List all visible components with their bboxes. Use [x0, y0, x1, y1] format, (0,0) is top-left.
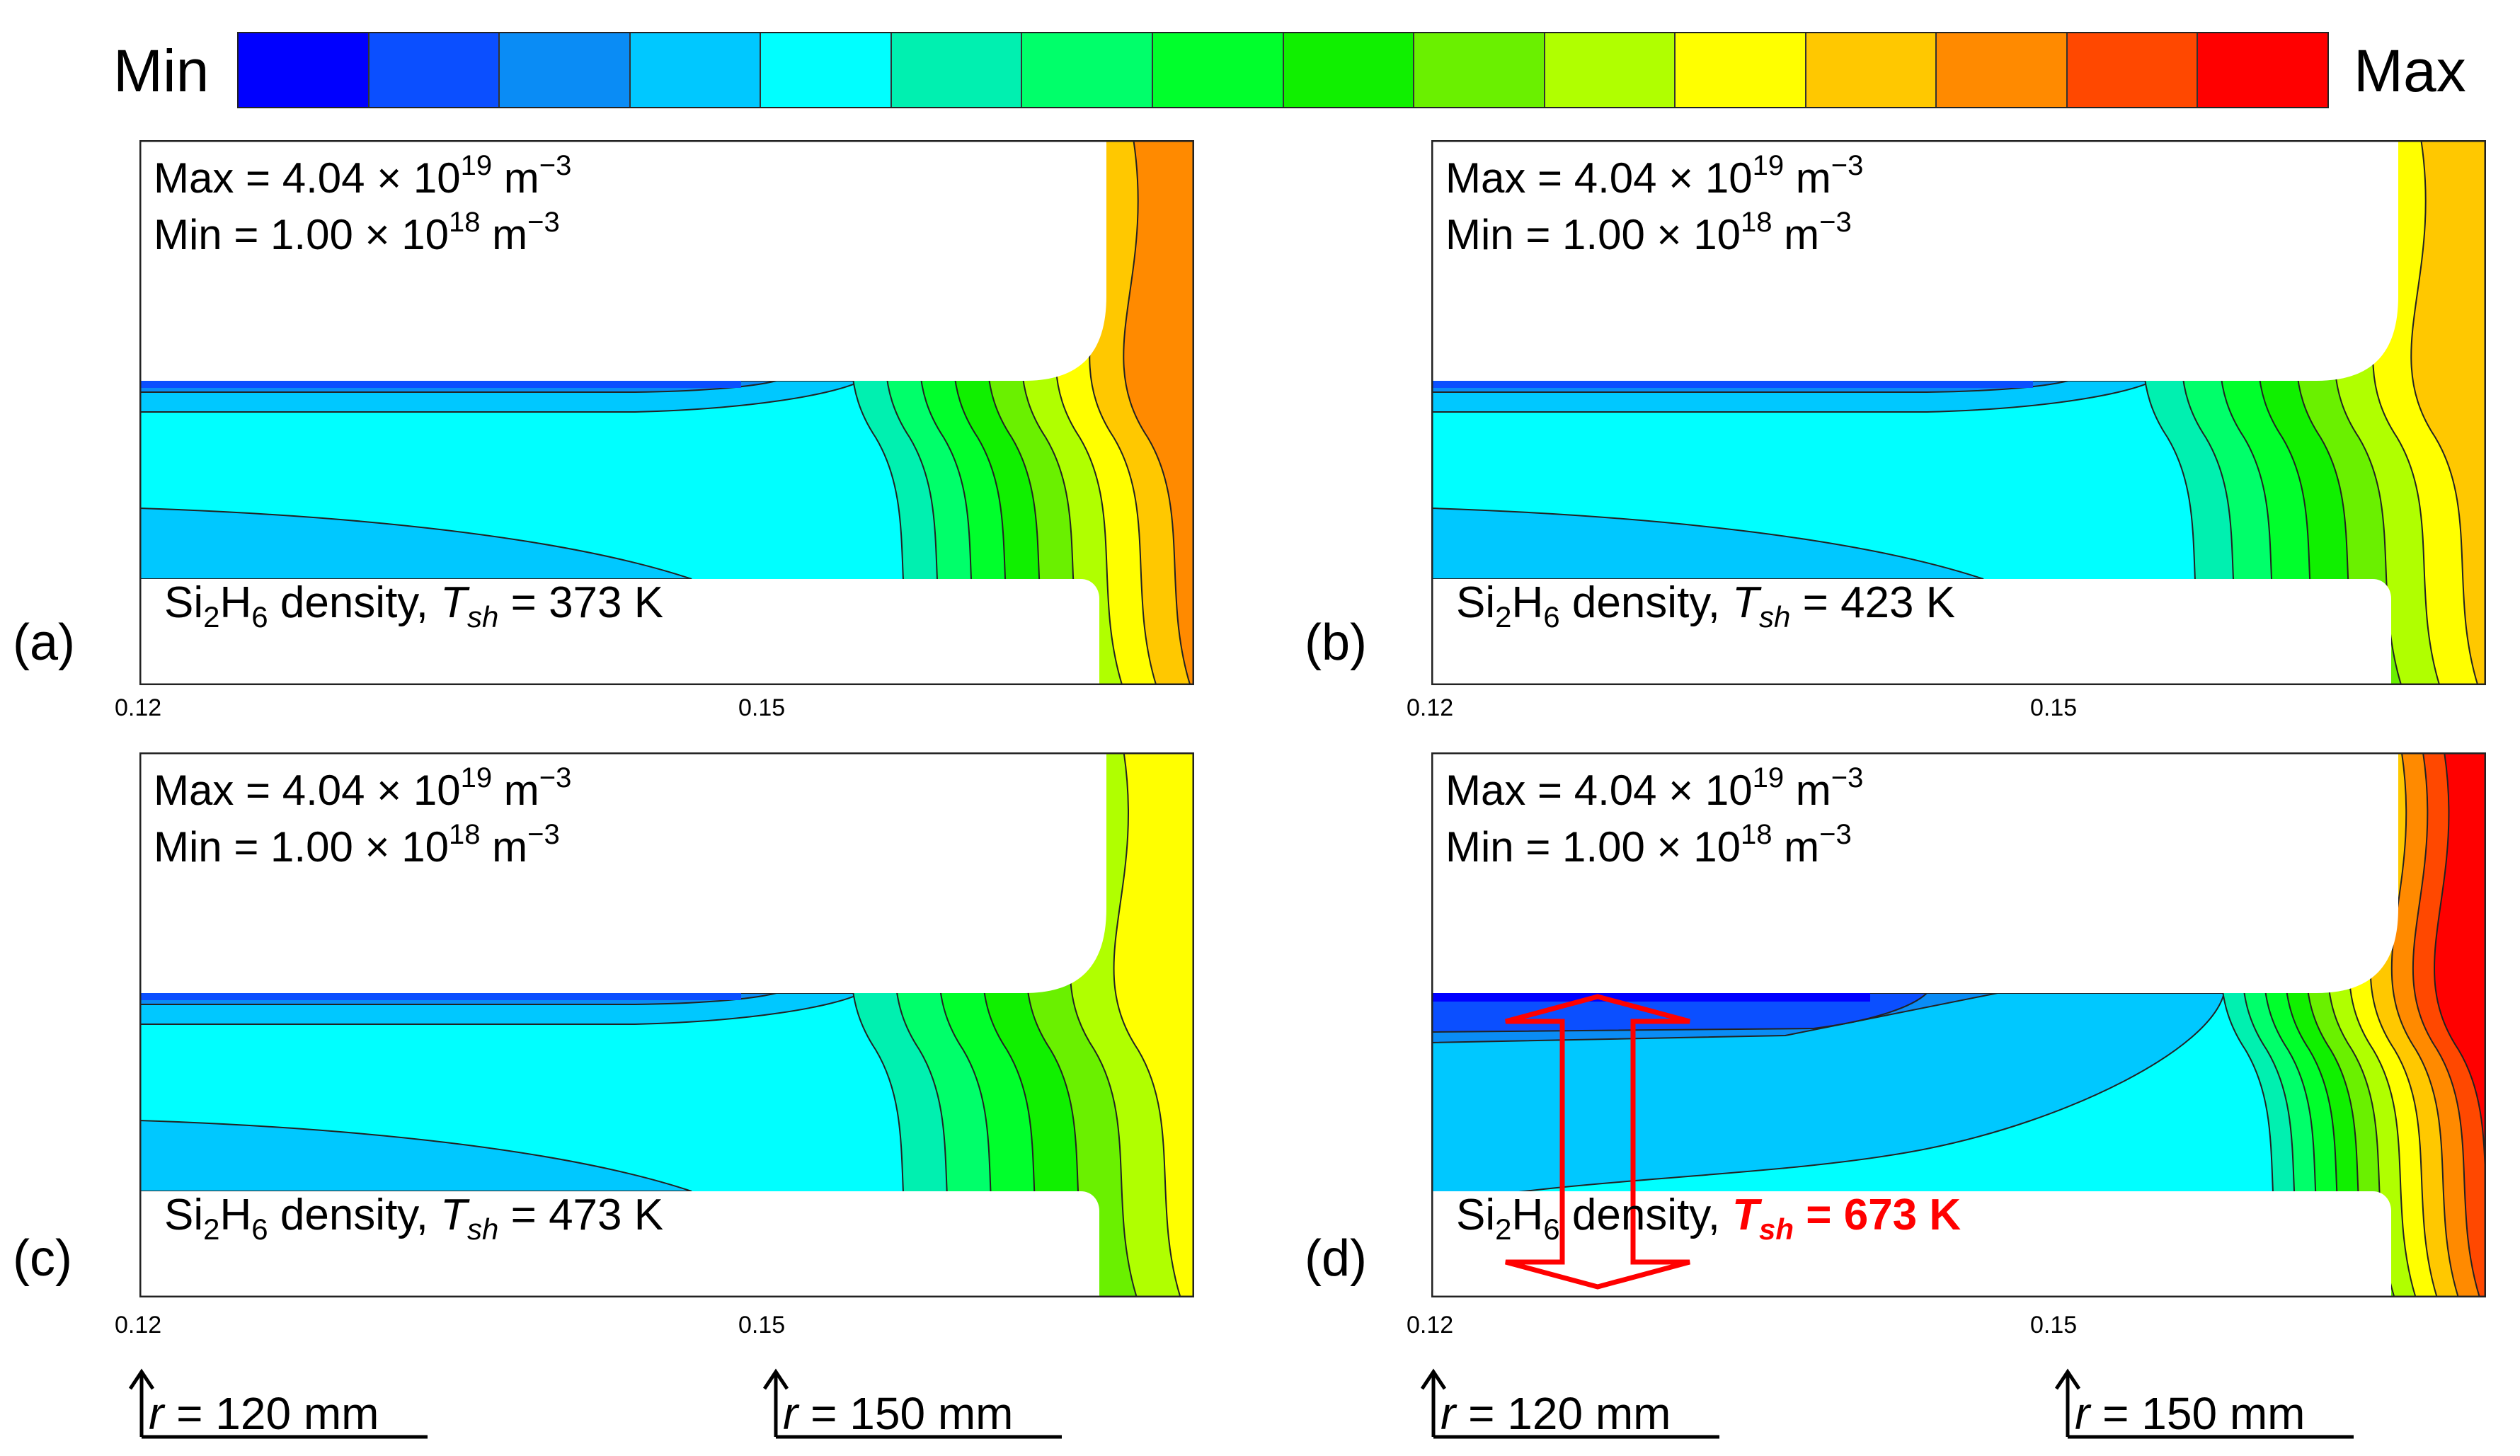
max-value: Max = 4.04 × 1019 m−3 — [1445, 762, 1864, 814]
r-marker-150-left: r = 150 mm — [756, 1366, 1062, 1451]
contour-panel-c: Max = 4.04 × 1019 m−3 Min = 1.00 × 1018 m… — [139, 752, 1194, 1297]
colorbar-segment-13 — [1937, 33, 2068, 107]
colorbar-min-label: Min — [113, 38, 210, 104]
panel-label-c: (c) — [13, 1230, 72, 1287]
tick-label-c-0: 0.12 — [115, 1312, 162, 1339]
colorbar-segment-0 — [239, 33, 370, 107]
panel-caption: Si2H6 density, Tsh = 423 K — [1456, 578, 1956, 634]
max-value: Max = 4.04 × 1019 m−3 — [154, 762, 572, 814]
tick-label-b-1: 0.15 — [2030, 694, 2078, 721]
colorbar-segment-5 — [891, 33, 1023, 107]
r-var: r — [149, 1388, 164, 1439]
r-var: r — [783, 1388, 798, 1439]
colorbar-segment-11 — [1676, 33, 1806, 107]
r-value: = 150 mm — [798, 1388, 1014, 1439]
tick-label-a-1: 0.15 — [738, 694, 786, 721]
max-value: Max = 4.04 × 1019 m−3 — [1445, 150, 1864, 202]
tick-label-c-1: 0.15 — [738, 1312, 786, 1339]
colorbar-segment-7 — [1152, 33, 1284, 107]
min-value: Min = 1.00 × 1018 m−3 — [1445, 819, 1852, 871]
colorbar-segment-2 — [500, 33, 631, 107]
max-value: Max = 4.04 × 1019 m−3 — [154, 150, 572, 202]
min-value: Min = 1.00 × 1018 m−3 — [154, 819, 560, 871]
r-marker-120-left: r = 120 mm — [122, 1366, 428, 1451]
colorbar-segment-12 — [1806, 33, 1937, 107]
r-value: = 150 mm — [2090, 1388, 2306, 1439]
colorbar-segment-8 — [1283, 33, 1415, 107]
r-marker-150-right: r = 150 mm — [2048, 1366, 2354, 1451]
panel-caption: Si2H6 density, Tsh = 473 K — [164, 1191, 664, 1246]
contour-panel-a: Max = 4.04 × 1019 m−3 Min = 1.00 × 1018 m… — [139, 140, 1194, 685]
colorbar-segment-9 — [1414, 33, 1545, 107]
contour-panel-d: Max = 4.04 × 1019 m−3 Min = 1.00 × 1018 m… — [1431, 752, 2486, 1297]
max-min-info: Max = 4.04 × 1019 m−3 Min = 1.00 × 1018 m… — [154, 150, 571, 263]
min-value: Min = 1.00 × 1018 m−3 — [154, 207, 560, 258]
colorbar-segment-3 — [630, 33, 762, 107]
r-value: = 120 mm — [164, 1388, 379, 1439]
colorbar-segment-10 — [1545, 33, 1676, 107]
colorbar-segment-15 — [2198, 33, 2327, 107]
min-value: Min = 1.00 × 1018 m−3 — [1445, 207, 1852, 258]
tick-label-a-0: 0.12 — [115, 694, 162, 721]
panel-label-d: (d) — [1305, 1230, 1367, 1287]
max-min-info: Max = 4.04 × 1019 m−3 Min = 1.00 × 1018 m… — [1445, 150, 1863, 263]
colorbar-segment-1 — [369, 33, 500, 107]
max-min-info: Max = 4.04 × 1019 m−3 Min = 1.00 × 1018 m… — [154, 762, 571, 876]
r-value: = 120 mm — [1455, 1388, 1671, 1439]
tick-label-b-0: 0.12 — [1407, 694, 1454, 721]
colorbar-max-label: Max — [2354, 38, 2466, 104]
colorbar-segment-14 — [2067, 33, 2199, 107]
max-min-info: Max = 4.04 × 1019 m−3 Min = 1.00 × 1018 m… — [1445, 762, 1863, 876]
r-var: r — [1441, 1388, 1456, 1439]
r-marker-120-right: r = 120 mm — [1414, 1366, 1719, 1451]
colorbar — [237, 32, 2329, 108]
contour-plot-svg — [1431, 140, 2486, 685]
tick-label-d-0: 0.12 — [1407, 1312, 1454, 1339]
colorbar-segment-4 — [761, 33, 892, 107]
r-var: r — [2075, 1388, 2090, 1439]
panel-caption: Si2H6 density, Tsh = 673 K — [1456, 1191, 1961, 1246]
contour-plot-svg — [139, 752, 1194, 1297]
panel-label-a: (a) — [13, 614, 75, 671]
panel-caption: Si2H6 density, Tsh = 373 K — [164, 578, 664, 634]
colorbar-segment-6 — [1022, 33, 1153, 107]
contour-panel-b: Max = 4.04 × 1019 m−3 Min = 1.00 × 1018 m… — [1431, 140, 2486, 685]
contour-plot-svg — [139, 140, 1194, 685]
tick-label-d-1: 0.15 — [2030, 1312, 2078, 1339]
contour-plot-svg — [1431, 752, 2486, 1297]
panel-label-b: (b) — [1305, 614, 1367, 671]
